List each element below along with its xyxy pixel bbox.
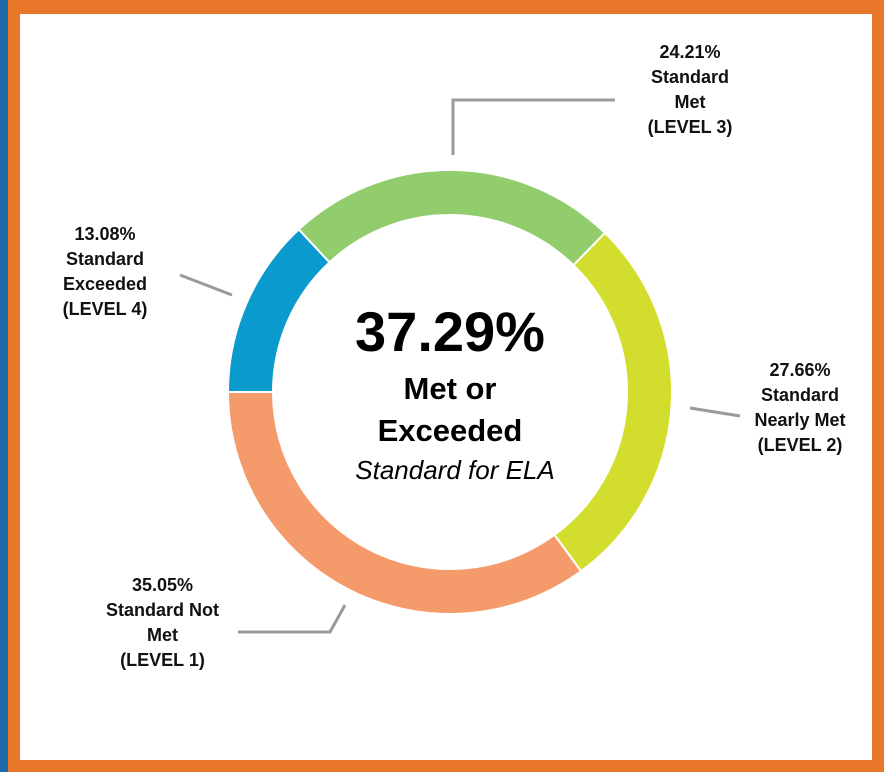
leader-line	[689, 406, 741, 418]
slice-level: (LEVEL 3)	[647, 117, 733, 137]
slice-level: (LEVEL 1)	[120, 650, 205, 670]
slice-level: (LEVEL 4)	[62, 299, 148, 319]
slice-name: Standard Exceeded	[62, 249, 148, 294]
leader-line	[451, 98, 615, 155]
donut-slice	[553, 231, 673, 573]
slice-label: 24.21% Standard Met (LEVEL 3)	[630, 40, 750, 140]
donut-slice	[226, 391, 583, 615]
leader-line	[238, 604, 347, 634]
center-label: Met or Exceeded	[377, 371, 523, 448]
slice-value-label: 24.21%	[659, 42, 721, 62]
center-note: Standard for ELA	[355, 455, 555, 485]
slice-value-label: 13.08%	[74, 224, 136, 244]
slice-value-label: 35.05%	[131, 575, 194, 595]
slice-label: 35.05% Standard Not Met (LEVEL 1)	[100, 573, 225, 673]
donut-slice	[297, 169, 607, 267]
slice-name: Standard Met	[650, 67, 729, 112]
slice-level: (LEVEL 2)	[757, 435, 843, 455]
leader-lines	[179, 98, 741, 634]
slice-name: Standard Nearly Met	[754, 385, 846, 430]
donut-slice	[226, 227, 331, 393]
slice-label: 27.66% Standard Nearly Met (LEVEL 2)	[735, 358, 865, 458]
slice-value-label: 27.66%	[769, 360, 831, 380]
center-value: 37.29%	[355, 300, 545, 363]
slice-label: 13.08% Standard Exceeded (LEVEL 4)	[45, 222, 165, 322]
slice-name: Standard Not Met	[105, 600, 219, 645]
leader-line	[179, 273, 233, 297]
panel	[20, 14, 872, 760]
